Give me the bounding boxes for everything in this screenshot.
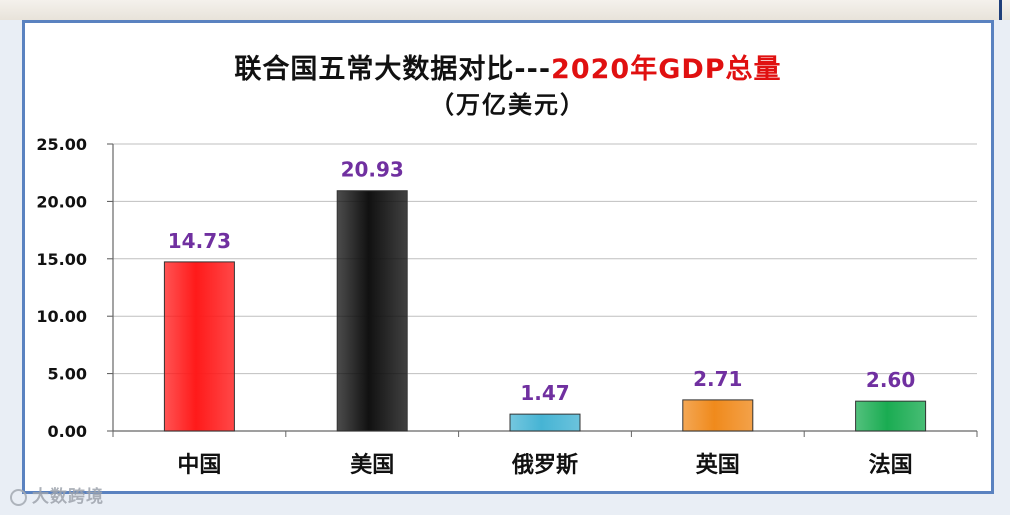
y-tick-label: 5.00 <box>48 365 87 384</box>
background-strip <box>0 0 1010 20</box>
x-tick-label: 法国 <box>869 453 913 478</box>
bar-英国 <box>682 399 754 432</box>
bar-俄罗斯 <box>509 413 581 432</box>
x-tick-label: 美国 <box>350 452 394 478</box>
y-tick-label: 0.00 <box>48 422 87 441</box>
bar-chart: 0.00 5.00 10.00 15.00 20.00 25.00 14.73 中国 20.93… <box>36 135 978 478</box>
x-tick-label: 俄罗斯 <box>511 452 578 478</box>
chart-title-highlight: 2020年GDP总量 <box>551 54 782 85</box>
bar-美国 <box>336 190 408 432</box>
data-label: 2.60 <box>866 368 915 392</box>
chart-title: 联合国五常大数据对比---2020年GDP总量 <box>25 47 991 86</box>
x-tick-label: 中国 <box>177 453 221 478</box>
y-tick-label: 20.00 <box>36 192 87 211</box>
y-tick-label: 15.00 <box>36 250 87 269</box>
watermark-logo-icon <box>10 488 27 506</box>
chart-subtitle: （万亿美元） <box>430 91 586 119</box>
y-tick-label: 25.00 <box>36 135 87 154</box>
x-tick-label: 英国 <box>696 453 740 478</box>
data-label: 1.47 <box>520 381 569 405</box>
bar-法国 <box>855 400 927 432</box>
data-label: 14.73 <box>168 229 231 253</box>
chart-frame: 联合国五常大数据对比---2020年GDP总量 （万亿美元） 0.00 5.00 1… <box>22 20 994 494</box>
y-tick-label: 10.00 <box>36 307 87 326</box>
chart-title-main: 联合国五常大数据对比--- <box>234 54 552 85</box>
watermark: 大数跨境 <box>10 482 104 507</box>
data-label: 20.93 <box>341 158 404 182</box>
data-label: 2.71 <box>693 367 742 391</box>
accent-rule <box>999 0 1002 20</box>
bar-中国 <box>163 261 235 432</box>
watermark-text: 大数跨境 <box>32 487 104 507</box>
